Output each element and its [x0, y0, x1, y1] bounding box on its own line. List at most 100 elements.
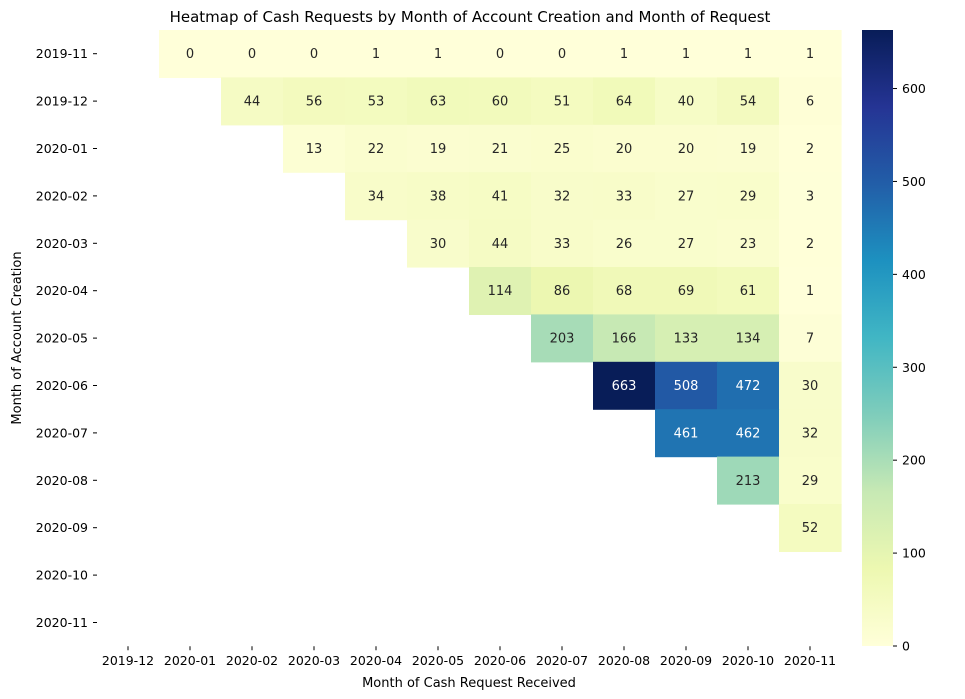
heatmap-cell: [779, 361, 842, 410]
heatmap-cell: [469, 172, 532, 221]
cell-value-label: 64: [616, 95, 633, 110]
cell-value-label: 2: [806, 142, 814, 157]
cell-value-label: 69: [678, 284, 695, 299]
cell-value-label: 68: [616, 284, 633, 299]
x-tick-label: 2020-11: [784, 653, 836, 668]
cell-value-label: 472: [736, 379, 761, 394]
heatmap-cell: [221, 77, 284, 126]
cell-value-label: 213: [736, 474, 761, 489]
cell-value-label: 134: [736, 332, 761, 347]
cell-value-label: 1: [372, 47, 380, 62]
heatmap-cell: [717, 361, 780, 410]
heatmap-cell: [779, 30, 842, 78]
heatmap-cell: [593, 314, 656, 363]
heatmap-cell: [531, 219, 594, 268]
cell-value-label: 60: [492, 95, 509, 110]
heatmap-cell: [779, 267, 842, 315]
heatmap-cell: [407, 30, 470, 78]
cell-value-label: 30: [802, 379, 819, 394]
heatmap-cell: [531, 77, 594, 126]
heatmap-cell: [469, 124, 532, 173]
cell-value-label: 6: [806, 95, 814, 110]
cell-value-label: 3: [806, 189, 814, 204]
y-tick-label: 2019-12: [36, 94, 88, 109]
colorbar-tick-label: 600: [902, 81, 926, 96]
cell-value-label: 52: [802, 521, 819, 536]
cell-value-label: 21: [492, 142, 509, 157]
colorbar-tick-label: 500: [902, 174, 926, 189]
cell-value-label: 32: [802, 426, 819, 441]
heatmap-cell: [779, 172, 842, 221]
cell-value-label: 61: [740, 284, 757, 299]
cell-value-label: 41: [492, 189, 509, 204]
cell-value-label: 40: [678, 95, 695, 110]
colorbar-tick-label: 100: [902, 546, 926, 561]
heatmap-cell: [655, 30, 718, 78]
heatmap-cell: [407, 77, 470, 126]
heatmap-cell: [531, 30, 594, 78]
cell-value-label: 13: [306, 142, 323, 157]
heatmap-cell: [283, 77, 346, 126]
heatmap-cell: [655, 267, 718, 315]
heatmap-cell: [593, 267, 656, 315]
heatmap-cell: [717, 124, 780, 173]
colorbar-tick-label: 400: [902, 267, 926, 282]
heatmap-cell: [717, 172, 780, 221]
colorbar-tick-label: 300: [902, 360, 926, 375]
heatmap-cell: [655, 314, 718, 363]
cell-value-label: 19: [430, 142, 447, 157]
cell-value-label: 20: [616, 142, 633, 157]
cell-value-label: 133: [674, 332, 699, 347]
cell-value-label: 2: [806, 237, 814, 252]
y-tick-label: 2020-07: [36, 425, 88, 440]
cell-value-label: 26: [616, 237, 633, 252]
cell-value-label: 22: [368, 142, 385, 157]
heatmap-cell: [221, 30, 284, 78]
y-axis-ticks: 2019-11 2019-12 2020-01 2020-02 2020-03 2020-…: [36, 46, 97, 630]
heatmap-cell: [345, 77, 408, 126]
heatmap-cell: [717, 456, 780, 505]
cell-value-label: 32: [554, 189, 571, 204]
x-tick-label: 2020-02: [226, 653, 278, 668]
heatmap-cell: [593, 77, 656, 126]
x-tick-label: 2020-09: [660, 653, 712, 668]
cell-value-label: 44: [244, 95, 261, 110]
heatmap-cell: [469, 77, 532, 126]
cell-value-label: 1: [620, 47, 628, 62]
heatmap-cell: [159, 30, 222, 78]
x-tick-label: 2020-03: [288, 653, 340, 668]
cell-value-label: 27: [678, 237, 695, 252]
cell-value-label: 27: [678, 189, 695, 204]
heatmap-cell: [283, 124, 346, 173]
heatmap-cell: [407, 172, 470, 221]
x-tick-label: 2020-10: [722, 653, 774, 668]
cell-value-label: 20: [678, 142, 695, 157]
cell-value-label: 0: [558, 47, 566, 62]
y-tick-label: 2020-09: [36, 520, 88, 535]
cell-value-label: 461: [674, 426, 699, 441]
x-axis-label: Month of Cash Request Received: [362, 676, 576, 691]
cell-value-label: 0: [496, 47, 504, 62]
heatmap-cell: [779, 124, 842, 173]
heatmap-cell: [717, 77, 780, 126]
cell-value-label: 54: [740, 95, 757, 110]
y-tick-label: 2020-11: [36, 615, 88, 630]
cell-value-label: 166: [612, 332, 637, 347]
heatmap-cell: [531, 314, 594, 363]
heatmap-cell: [779, 219, 842, 268]
cell-value-label: 1: [744, 47, 752, 62]
colorbar: 0 100 200 300 400 500 600: [862, 30, 926, 654]
cell-value-label: 203: [550, 332, 575, 347]
cell-value-label: 33: [616, 189, 633, 204]
heatmap-cell: [779, 409, 842, 458]
y-tick-label: 2019-11: [36, 46, 88, 61]
heatmap-cell: [407, 124, 470, 173]
colorbar-tick-label: 0: [902, 639, 910, 654]
heatmap-cell: [717, 267, 780, 315]
chart-title: Heatmap of Cash Requests by Month of Acc…: [170, 8, 771, 26]
heatmap-cell: [717, 30, 780, 78]
x-tick-label: 2020-07: [536, 653, 588, 668]
x-tick-label: 2020-01: [164, 653, 216, 668]
cell-value-label: 53: [368, 95, 385, 110]
cell-value-label: 1: [682, 47, 690, 62]
